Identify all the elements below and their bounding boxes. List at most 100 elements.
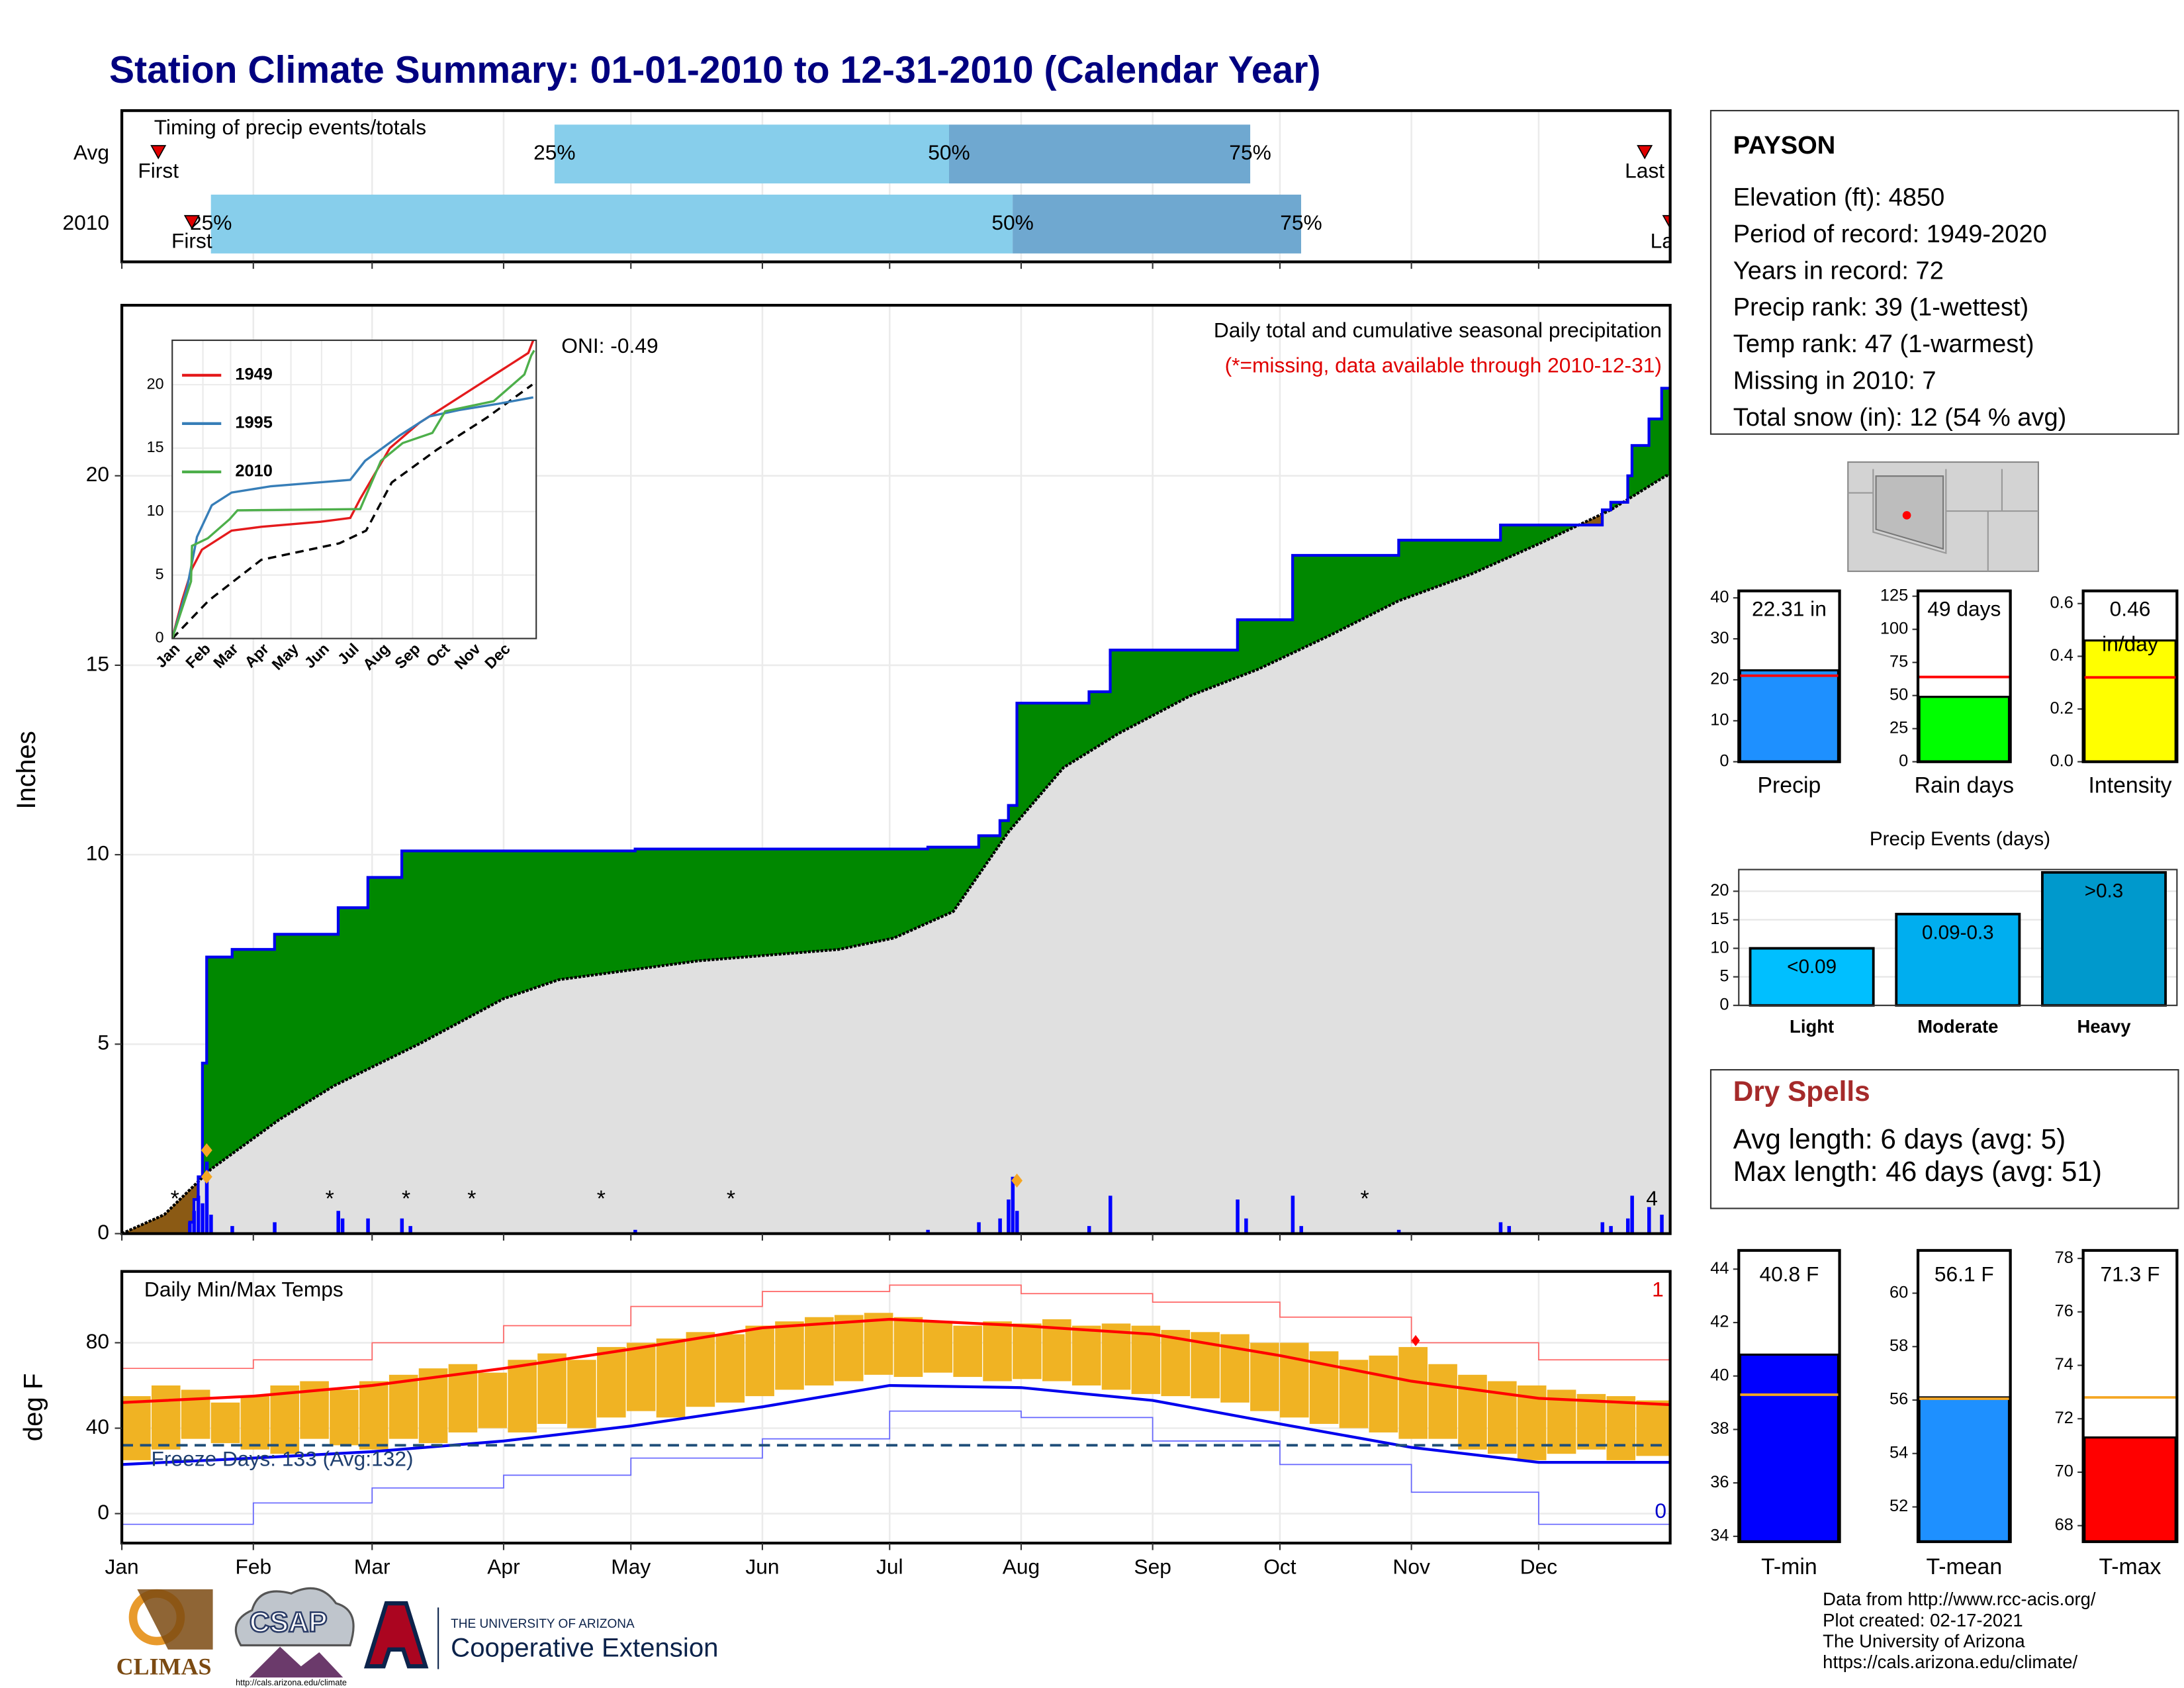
y-tick-label: 10 [1710,711,1729,729]
y-tick-label: 10 [86,841,109,865]
temp-range-bar [122,1396,151,1460]
snow-marker [201,1170,212,1184]
inset-normal-line [172,383,533,639]
oni: ONI: -0.49 [561,334,658,357]
temp-range-bar [626,1342,656,1411]
daily-bar [1011,1176,1015,1234]
station-line: Total snow (in): 12 (54 % avg) [1733,404,2067,432]
chart-label: T-min [1761,1554,1817,1579]
daily-bar [1007,1199,1011,1234]
bar [1918,1396,2011,1543]
inset-y-tick-label: 5 [156,565,164,583]
daily-bar [1630,1196,1634,1234]
value-label: 0.46 [2110,597,2151,621]
daily-bar [1600,1222,1605,1234]
event-label: Last [1651,228,1690,252]
temp-range-bar [508,1360,537,1432]
quantile-bar [554,124,949,184]
temp-range-bar [834,1315,864,1382]
temp-range-bar [1458,1374,1487,1450]
station-line: Years in record: 72 [1733,257,1944,285]
temp-range-bar [715,1334,745,1403]
temp-range-bar [1398,1346,1428,1439]
dry-spells-box [1709,1069,2179,1209]
y-tick-label: 58 [1889,1336,1908,1355]
y-tick-label: 0.2 [2050,699,2073,718]
temp-range-bar [151,1385,181,1450]
y-tick-label: 50 [1889,685,1908,704]
dry-spell-line: Avg length: 6 days (avg: 5) [1733,1123,2066,1154]
temp-y-label: deg F [19,1373,48,1441]
daily-bar [1647,1207,1651,1234]
temp-range-bar [983,1321,1012,1382]
x-tick-label: Nov [1392,1555,1430,1579]
legend-label: 1949 [235,365,272,384]
y-tick-label: 15 [1710,910,1729,928]
daily-bar [205,1161,209,1234]
temp-range-bar [210,1402,240,1444]
plot-frame [1916,589,2012,763]
x-tick-label: Oct [1263,1555,1297,1579]
normal-area [122,475,1670,1234]
bar [1749,947,1875,1007]
daily-bar [1015,1211,1019,1234]
csap-url: http://cals.arizona.edu/climate [236,1678,347,1687]
temp-range-bar [388,1374,418,1439]
ua-a [363,1601,429,1669]
event-label: Last [1625,159,1664,183]
x-tick-label: Heavy [2077,1016,2132,1037]
daily-bar [336,1211,340,1234]
credit-line: https://cals.arizona.edu/climate/ [1823,1652,2077,1672]
temp-range-bar [359,1381,388,1450]
temp-range-bar [864,1313,893,1375]
station-line: Elevation (ft): 4850 [1733,183,1944,211]
record-marker [1411,1335,1420,1346]
missing-marker: * [326,1186,334,1211]
daily-bar [1236,1199,1240,1234]
temp-range-bar [893,1317,923,1378]
x-tick-label: May [611,1555,651,1579]
event-marker [150,145,167,160]
x-tick-label: Jun [745,1555,779,1579]
daily-bar [192,1211,197,1234]
temp-range-bar [686,1332,715,1407]
daily-bar [201,1203,205,1234]
inset-frame [171,339,537,639]
temp-range-bar [418,1368,448,1444]
y-tick-label: 75 [1889,652,1908,671]
snow-marker [201,1143,212,1158]
y-tick-label: 80 [86,1329,109,1353]
temp-range-bar [656,1338,686,1418]
quantile-label: 25% [190,211,232,234]
y-tick-label: 0 [97,1220,109,1244]
quantile-bar [1013,195,1301,254]
normal-max-line [122,1317,1670,1407]
temp-range-bar [330,1389,359,1446]
station-line: Missing in 2010: 7 [1733,367,1936,395]
y-tick-label: 15 [86,651,109,675]
legend-label: 2010 [235,462,272,481]
x-tick-label: Sep [1134,1555,1171,1579]
y-tick-label: 30 [1710,629,1729,647]
daily-bar [926,1229,930,1234]
station-line: Temp rank: 47 (1-warmest) [1733,330,2034,358]
y-tick-label: 125 [1880,586,1908,604]
daily-bar [1299,1226,1303,1234]
unit-label: in/day [2102,632,2158,656]
temp-range-bar [953,1325,982,1378]
record-max-line [122,1284,1670,1370]
extension-text: Cooperative Extension [451,1632,718,1662]
event-marker [1662,214,1670,230]
y-tick-label: 0 [1719,751,1729,770]
timing-panel: 25% 50% 75% First Last 25% 50% 75% First Last [122,111,1690,262]
y-tick-label: 5 [97,1031,109,1055]
daily-bar [366,1218,370,1234]
daily-bar [1396,1229,1401,1234]
precip-subtitle: (*=missing, data available through 2010-… [1225,353,1662,377]
credit-line: Data from http://www.rcc-acis.org/ [1823,1589,2096,1609]
daily-bar [1087,1226,1091,1234]
temp-range-bar [270,1385,300,1454]
temp-range-bar [1636,1400,1670,1456]
temp-panel [122,1271,1670,1544]
event-marker [1637,145,1653,160]
